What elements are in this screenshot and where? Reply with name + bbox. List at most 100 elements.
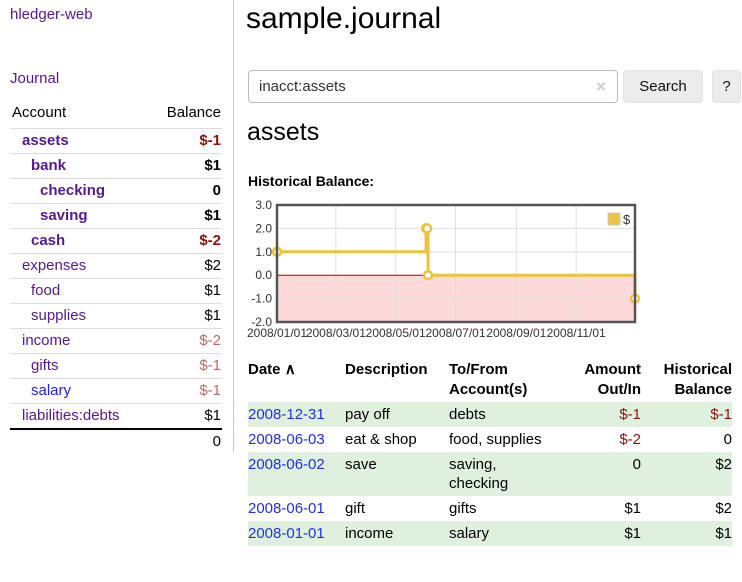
transaction-accounts: gifts (449, 500, 477, 517)
transaction-accounts: food, supplies (449, 431, 542, 448)
register-table-header: Date ∧ Description To/From Account(s) Am… (248, 356, 732, 402)
accounts-table-body: assets $-1 bank $1 checking 0 saving $1 cash $-2 e… (10, 128, 222, 429)
historical-balance-chart: 3.0 2.0 1.0 0.0 -1.0 -2.0 2008/01/01 2008/03/01… (244, 198, 644, 344)
transaction-amount: $-2 (619, 431, 641, 448)
account-link[interactable]: supplies (31, 307, 87, 324)
register-table: Date ∧ Description To/From Account(s) Am… (248, 356, 732, 546)
account-row: food $1 (10, 278, 222, 304)
transaction-row: 2008-06-03 eat & shop food, supplies $-2 0 (248, 427, 732, 452)
account-link[interactable]: income (22, 332, 71, 349)
transaction-row: 2008-12-31 pay off debts $-1 $-1 (248, 402, 732, 427)
account-link[interactable]: liabilities:debts (22, 407, 120, 424)
account-link[interactable]: assets (22, 132, 69, 149)
accounts-total-row: 0 (10, 428, 222, 454)
transaction-description: eat & shop (345, 431, 417, 448)
svg-text:2008/03/01: 2008/03/01 (306, 326, 366, 340)
transaction-amount: $1 (624, 500, 641, 517)
date-column-header[interactable]: Date ∧ (248, 361, 296, 378)
svg-text:2008/05/01: 2008/05/01 (366, 326, 426, 340)
chart-canvas: 3.0 2.0 1.0 0.0 -1.0 -2.02008/01/012008/03/01… (247, 198, 641, 340)
account-link[interactable]: food (31, 282, 61, 299)
transaction-amount: 0 (559, 452, 641, 496)
account-link[interactable]: salary (31, 382, 72, 399)
svg-text:2008/11/01: 2008/11/01 (547, 326, 606, 340)
accounts-table: Account Balance assets $-1 bank $1 checking 0… (10, 101, 222, 454)
svg-text:2.0: 2.0 (255, 221, 272, 235)
account-row: assets $-1 (10, 128, 222, 154)
transaction-amount: $1 (559, 521, 641, 546)
account-link[interactable]: checking (40, 182, 106, 199)
account-balance: $-1 (149, 353, 222, 379)
svg-text:2008/07/01: 2008/07/01 (425, 326, 485, 340)
transaction-row: 2008-01-01 income salary $1 $1 (248, 521, 732, 546)
account-column-header: Account (12, 104, 67, 121)
account-row: saving $1 (10, 203, 222, 229)
account-balance: $1 (149, 203, 222, 229)
clear-search-icon[interactable]: × (596, 77, 606, 96)
account-row: income $-2 (10, 328, 222, 354)
transaction-balance: $2 (715, 500, 732, 517)
account-balance: $1 (149, 303, 222, 329)
svg-text:0.0: 0.0 (255, 268, 272, 282)
transaction-accounts: salary (449, 521, 559, 546)
chart-title: Historical Balance: (248, 173, 375, 189)
app-title-link[interactable]: hledger-web (10, 6, 93, 23)
account-heading: assets (247, 118, 320, 146)
svg-text:2008/01/01: 2008/01/01 (247, 326, 307, 340)
sidebar-item-journal[interactable]: Journal (10, 70, 60, 87)
account-row: supplies $1 (10, 303, 222, 329)
sidebar-divider (233, 0, 234, 452)
account-balance: $-1 (149, 128, 222, 154)
page-title: sample.journal (246, 2, 442, 35)
transaction-balance: 0 (723, 431, 732, 448)
transaction-date-link[interactable]: 2008-01-01 (248, 525, 325, 542)
tofrom-column-header: To/From Account(s) (449, 361, 528, 398)
transaction-balance: $1 (641, 521, 732, 546)
search-input[interactable] (248, 70, 618, 103)
transaction-description: income (345, 521, 449, 546)
transaction-row: 2008-06-02 save saving, checking 0 $2 (248, 452, 732, 496)
transaction-date-link[interactable]: 2008-06-01 (248, 500, 325, 517)
svg-text:3.0: 3.0 (255, 198, 272, 212)
svg-text:2008/09/01: 2008/09/01 (486, 326, 546, 340)
transaction-accounts: debts (449, 402, 559, 427)
transaction-date-link[interactable]: 2008-06-03 (248, 431, 325, 448)
svg-text:-1.0: -1.0 (251, 292, 272, 306)
transaction-description: gift (345, 500, 366, 517)
account-row: liabilities:debts $1 (10, 403, 222, 429)
account-row: gifts $-1 (10, 353, 222, 379)
svg-text:$: $ (623, 212, 631, 227)
register-table-body: 2008-12-31 pay off debts $-1 $-1 2008-06-03 ea… (248, 402, 732, 546)
account-row: salary $-1 (10, 378, 222, 404)
search-help-button[interactable]: ? (712, 70, 741, 103)
account-link[interactable]: saving (40, 207, 88, 224)
transaction-row: 2008-06-01 gift gifts $1 $2 (248, 496, 732, 521)
account-balance: $-2 (149, 228, 222, 254)
transaction-description: save (345, 452, 449, 496)
account-link[interactable]: expenses (22, 257, 87, 274)
amount-column-header: Amount Out/In (584, 361, 641, 398)
search-button[interactable]: Search (623, 70, 703, 103)
account-link[interactable]: cash (31, 232, 66, 249)
transaction-description: pay off (345, 402, 449, 427)
accounts-total-balance: 0 (149, 428, 222, 454)
account-link[interactable]: bank (31, 157, 67, 174)
balance-column-header-main: Historical Balance (663, 361, 732, 398)
account-balance: $-2 (149, 328, 222, 354)
svg-text:1.0: 1.0 (255, 245, 272, 259)
account-balance: $2 (149, 253, 222, 279)
account-row: cash $-2 (10, 228, 222, 254)
sort-asc-icon: ∧ (284, 361, 296, 378)
account-link[interactable]: gifts (31, 357, 59, 374)
transaction-date-link[interactable]: 2008-12-31 (248, 406, 325, 423)
transaction-accounts: saving, checking (449, 452, 559, 496)
account-balance: $1 (149, 278, 222, 304)
account-row: expenses $2 (10, 253, 222, 279)
accounts-table-header: Account Balance (10, 101, 222, 129)
transaction-amount: $-1 (559, 402, 641, 427)
balance-column-header: Balance (166, 104, 221, 121)
transaction-date-link[interactable]: 2008-06-02 (248, 456, 325, 473)
account-balance: $1 (149, 153, 222, 179)
transaction-balance: $2 (641, 452, 732, 496)
account-balance: $-1 (149, 378, 222, 404)
